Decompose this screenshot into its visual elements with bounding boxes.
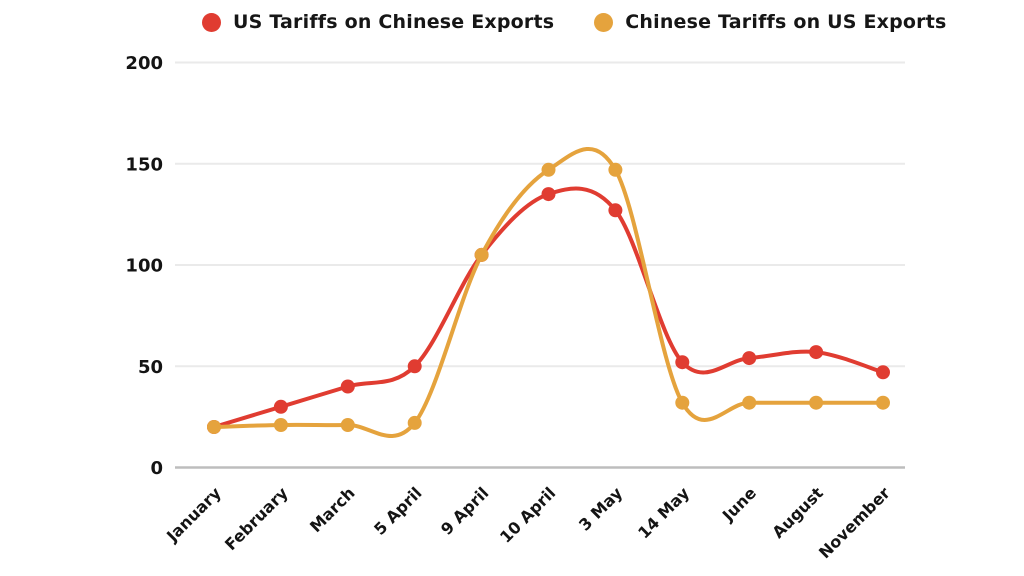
x-axis-tick-label: November <box>815 483 894 562</box>
data-point-us-tariffs <box>675 355 690 370</box>
y-axis-tick-label: 100 <box>125 256 163 277</box>
x-axis-tick-label: 14 May <box>634 483 693 542</box>
data-point-us-tariffs <box>340 379 355 394</box>
x-axis-tick-label: 10 April <box>496 483 559 546</box>
y-axis-tick-label: 50 <box>138 357 163 378</box>
data-point-chinese-tariffs <box>876 395 890 410</box>
legend-item-us-tariffs[interactable]: US Tariffs on Chinese Exports <box>202 11 554 33</box>
data-point-chinese-tariffs <box>675 395 690 410</box>
x-axis-tick-label: March <box>306 483 359 536</box>
data-point-us-tariffs <box>876 365 890 380</box>
x-axis-tick-label: August <box>768 483 827 542</box>
data-point-us-tariffs <box>809 345 824 360</box>
data-point-us-tariffs <box>608 203 623 218</box>
data-point-chinese-tariffs <box>340 418 355 432</box>
series-line-us-tariffs <box>212 186 885 429</box>
data-point-chinese-tariffs <box>608 162 623 177</box>
data-point-chinese-tariffs <box>273 418 288 432</box>
y-axis-tick-label: 150 <box>125 154 163 175</box>
x-axis-tick-label: January <box>162 483 225 546</box>
legend-swatch-red-icon <box>202 12 221 32</box>
data-point-us-tariffs <box>273 399 288 414</box>
data-point-chinese-tariffs <box>742 395 757 410</box>
data-point-chinese-tariffs <box>809 395 824 410</box>
x-axis-tick-label: 3 May <box>575 483 627 535</box>
data-point-us-tariffs <box>742 351 757 366</box>
x-axis-tick-label: June <box>718 483 760 525</box>
y-axis-tick-label: 200 <box>125 53 163 74</box>
legend-swatch-orange-icon <box>594 12 614 32</box>
data-point-chinese-tariffs <box>474 247 489 262</box>
data-point-chinese-tariffs <box>207 420 221 434</box>
x-axis-tick-label: February <box>221 483 292 554</box>
y-axis-tick-label: 0 <box>150 458 163 479</box>
legend: US Tariffs on Chinese Exports Chinese Ta… <box>202 11 947 33</box>
legend-label-us-tariffs: US Tariffs on Chinese Exports <box>233 11 555 33</box>
legend-label-chinese-tariffs: Chinese Tariffs on US Exports <box>625 11 947 33</box>
data-point-chinese-tariffs <box>407 415 422 430</box>
data-point-us-tariffs <box>407 359 422 374</box>
data-point-chinese-tariffs <box>541 162 556 177</box>
legend-item-chinese-tariffs[interactable]: Chinese Tariffs on US Exports <box>594 11 946 33</box>
x-axis-tick-label: 5 April <box>370 483 425 538</box>
x-axis-tick-label: 9 April <box>437 483 492 538</box>
data-point-us-tariffs <box>541 187 556 202</box>
